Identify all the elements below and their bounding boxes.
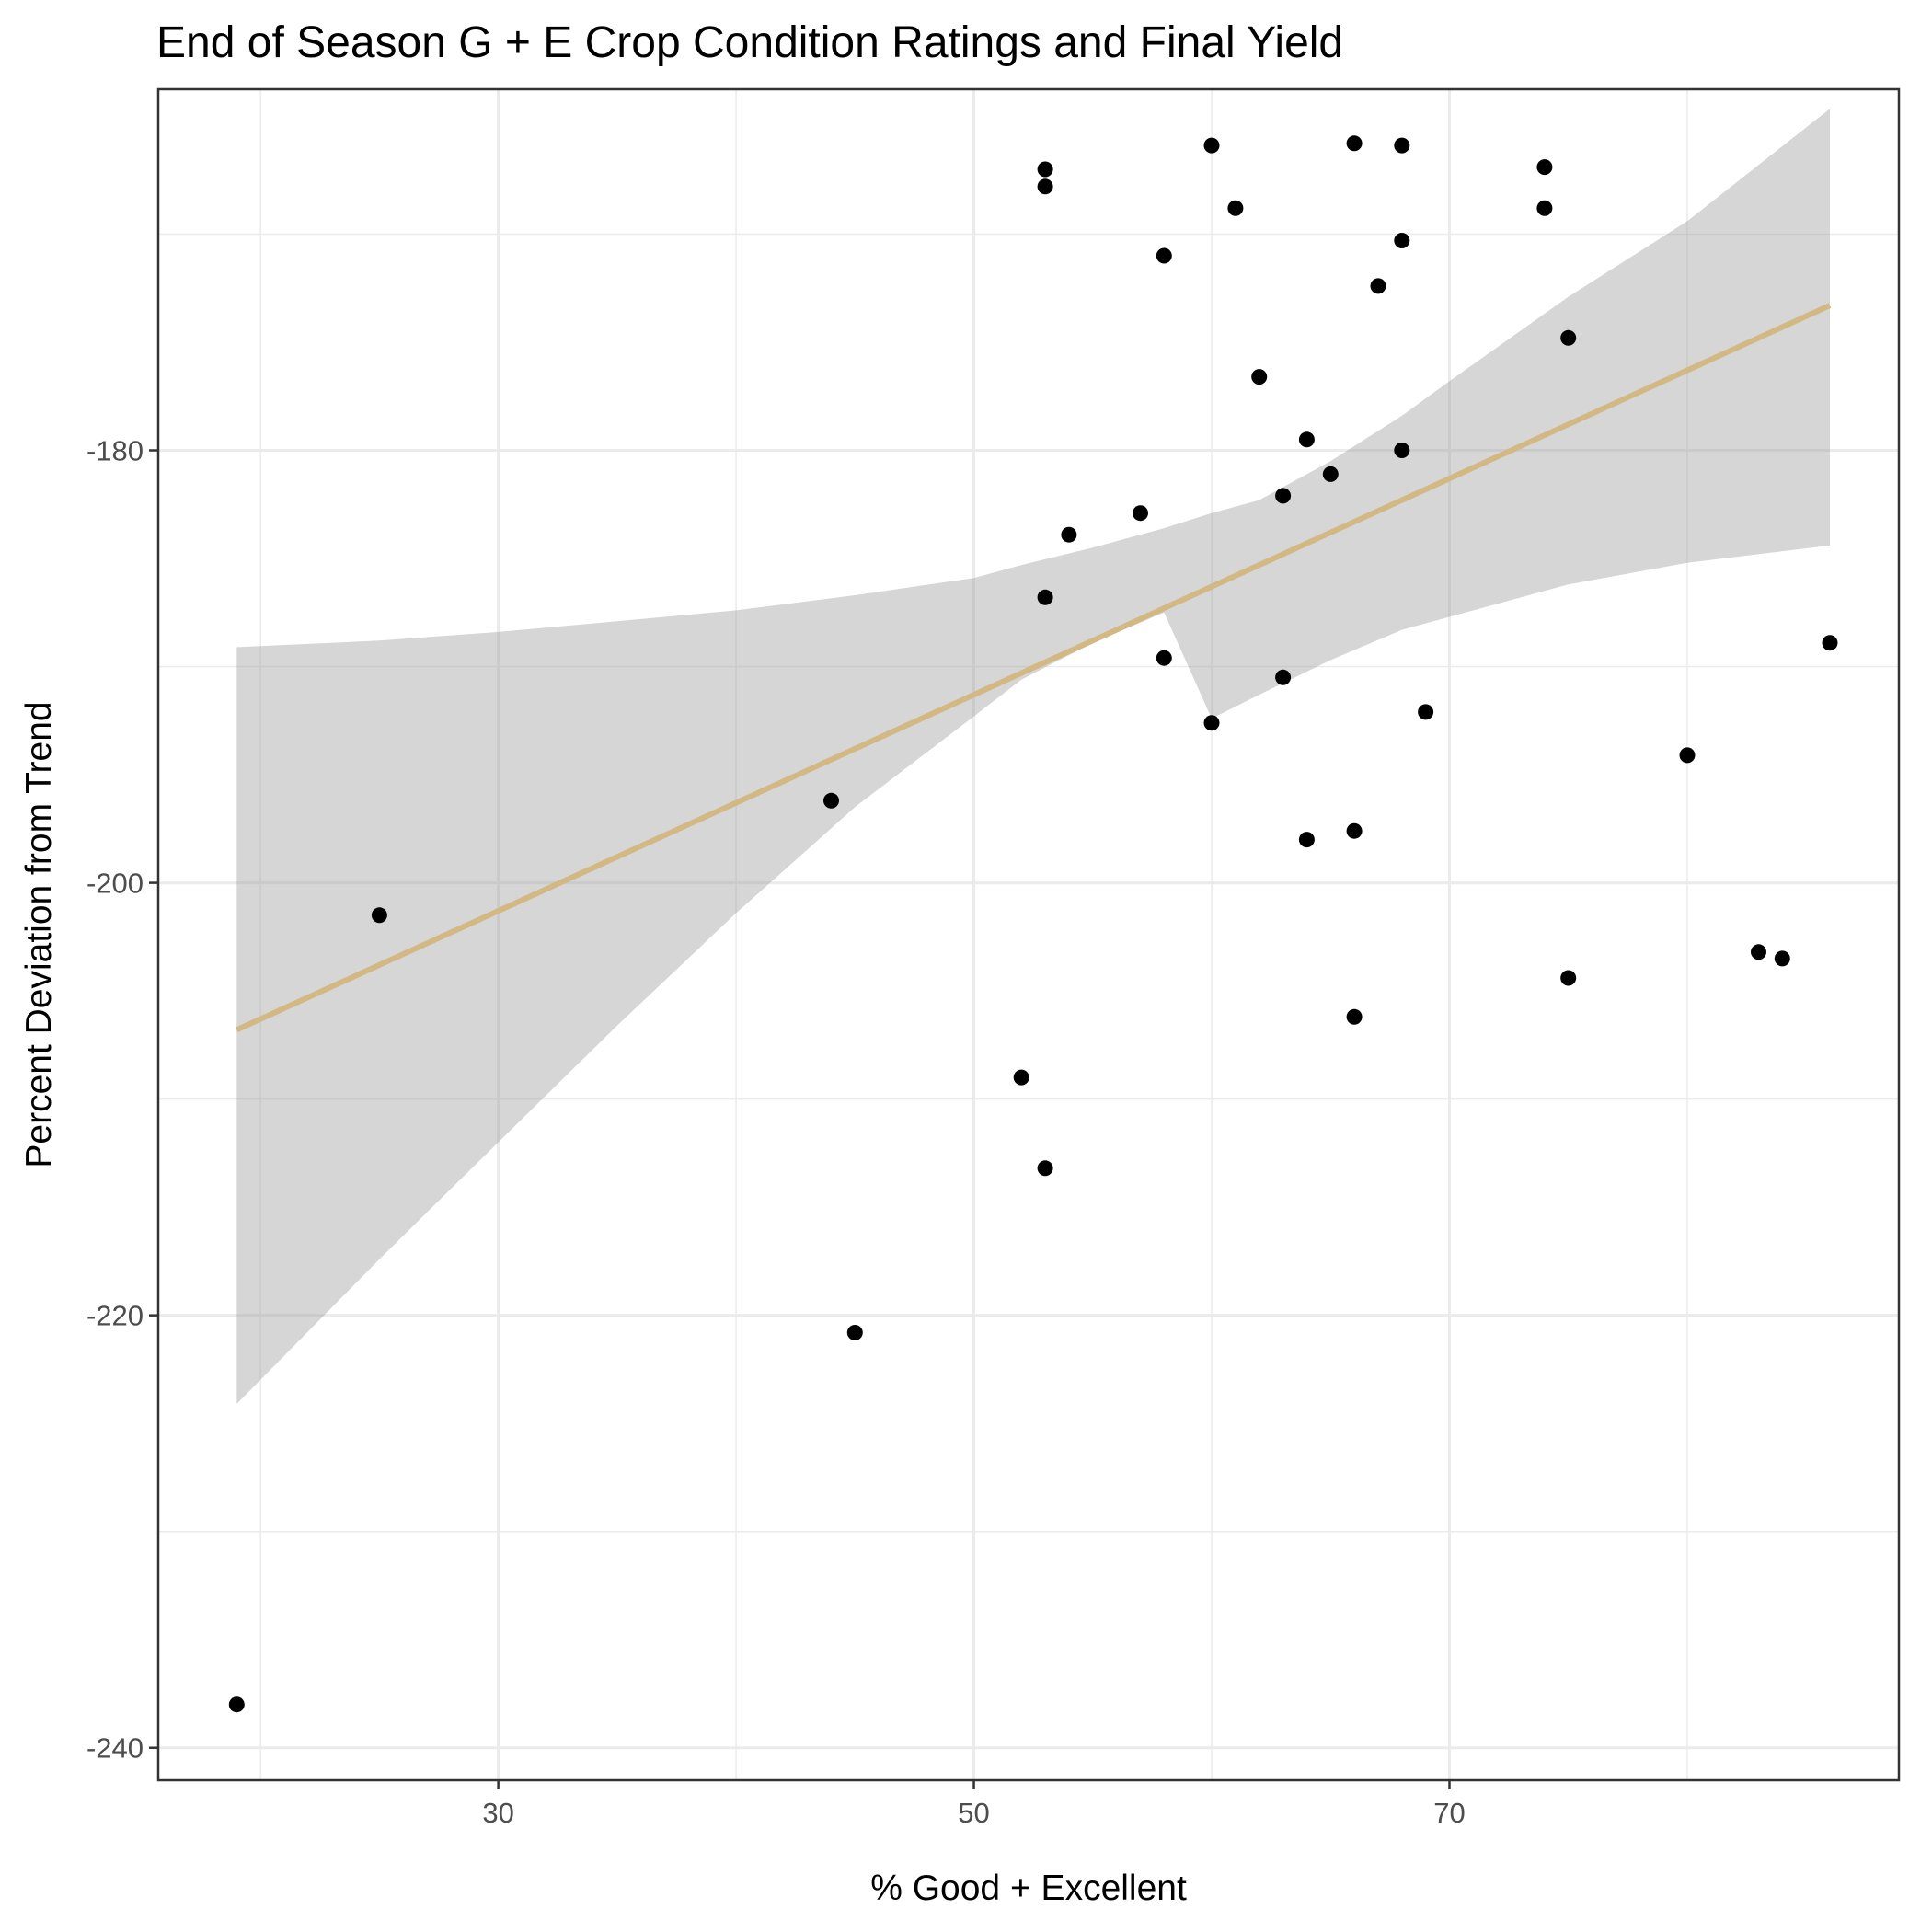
x-tick-label: 70: [1433, 1797, 1465, 1829]
data-point: [228, 1696, 245, 1713]
data-point: [846, 1325, 863, 1340]
data-point: [1560, 970, 1577, 986]
y-axis-title: Percent Deviation from Trend: [19, 701, 59, 1167]
data-point: [1322, 466, 1339, 482]
data-point: [1370, 278, 1386, 294]
panel-border: [156, 87, 1901, 1782]
data-point: [1133, 505, 1148, 522]
confidence-band: [236, 109, 1830, 1405]
data-point: [1679, 747, 1696, 764]
data-point: [1346, 135, 1363, 152]
data-point: [371, 907, 387, 924]
data-point: [1275, 488, 1292, 504]
x-axis-title: % Good + Excellent: [870, 1869, 1187, 1908]
data-point: [1394, 443, 1410, 458]
data-point: [1013, 1069, 1029, 1086]
data-point: [1751, 944, 1766, 960]
data-point: [1227, 200, 1244, 216]
data-point: [1346, 822, 1363, 839]
confidence-band-layer: [236, 109, 1830, 1405]
data-point: [1394, 137, 1410, 154]
chart-title: End of Season G + E Crop Condition Ratin…: [156, 18, 1343, 67]
y-tick-label: -200: [86, 868, 144, 900]
data-point: [1560, 329, 1577, 346]
x-tick-label: 30: [482, 1797, 513, 1829]
data-point: [1037, 178, 1053, 195]
data-point: [823, 792, 839, 809]
x-tick-label: 50: [958, 1797, 989, 1829]
data-point: [1536, 159, 1553, 176]
y-axis: -240 -220 -200 -180: [86, 435, 158, 1765]
data-point: [1418, 704, 1434, 720]
data-point: [1203, 137, 1220, 154]
data-point: [1275, 669, 1292, 685]
y-tick-label: -240: [86, 1732, 144, 1765]
data-point: [1346, 1008, 1363, 1025]
data-point: [1061, 526, 1077, 543]
data-point: [1037, 589, 1053, 605]
regression-line: [236, 303, 1832, 1033]
data-point: [1251, 369, 1268, 385]
data-point: [1203, 715, 1220, 731]
data-point: [1298, 832, 1315, 848]
y-tick-label: -220: [86, 1300, 144, 1332]
regression-line-layer: [236, 303, 1832, 1033]
data-points: [228, 135, 1838, 1713]
x-axis: 30 50 70: [482, 1780, 1466, 1829]
y-tick-label: -180: [86, 435, 144, 467]
data-point: [1156, 247, 1172, 264]
data-point: [1037, 1160, 1053, 1177]
gridlines: [158, 89, 1899, 1780]
data-point: [1156, 650, 1172, 666]
data-point: [1774, 950, 1790, 967]
data-point: [1822, 635, 1838, 651]
data-point: [1298, 431, 1315, 448]
data-point: [1536, 200, 1553, 216]
data-point: [1394, 233, 1410, 248]
data-point: [1037, 161, 1053, 178]
